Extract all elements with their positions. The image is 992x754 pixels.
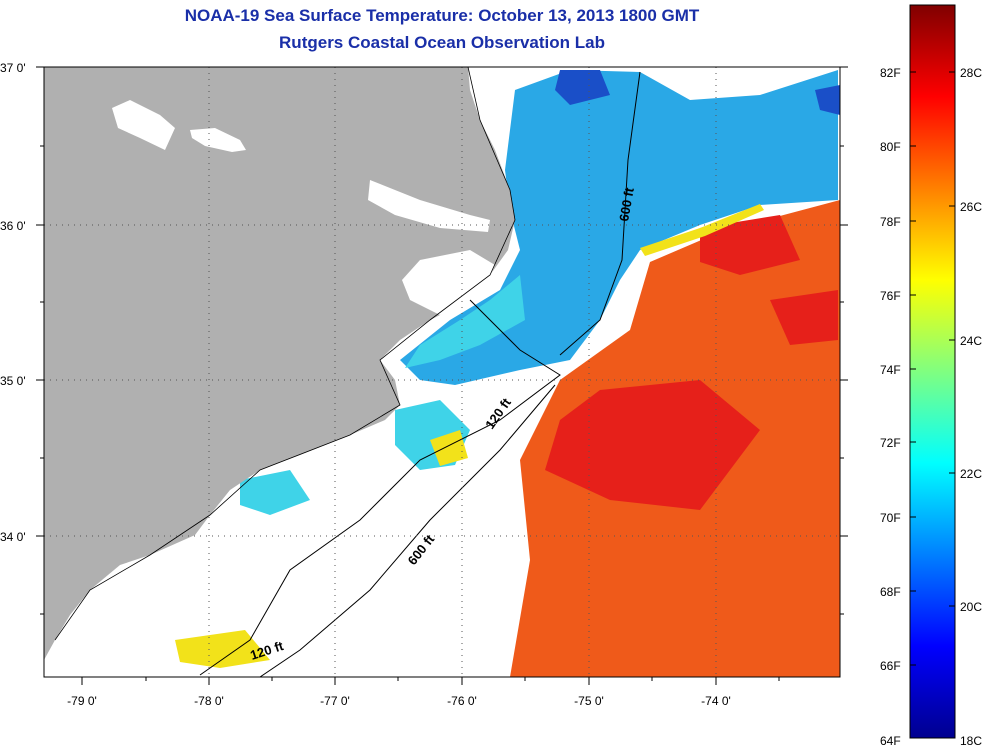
shelf-water-nearshore <box>405 275 525 368</box>
nearshore-patch-onslow <box>240 470 310 515</box>
contour-120ft <box>199 299 561 676</box>
contour-600ft-north <box>559 71 641 356</box>
hot-patch-north <box>700 215 800 275</box>
contour-label-600ft-north: 600 ft <box>616 186 637 223</box>
f-label-68: 68F <box>880 585 901 599</box>
warm-patch-southwest <box>175 630 270 668</box>
map-subtitle: Rutgers Coastal Ocean Observation Lab <box>279 33 605 52</box>
f-label-66: 66F <box>880 659 901 673</box>
c-label-24: 24C <box>960 334 982 348</box>
c-label-22: 22C <box>960 467 982 481</box>
albemarle-sound <box>368 180 490 232</box>
f-label-76: 76F <box>880 289 901 303</box>
f-label-72: 72F <box>880 436 901 450</box>
lon-label-77: -77 0' <box>320 694 350 708</box>
lat-label-35: 35 0' <box>0 374 26 388</box>
fahrenheit-scale: 82F 80F 78F 76F 74F 72F 70F 68F 66F 64F <box>880 66 901 748</box>
colorbar-gradient <box>909 4 956 739</box>
c-label-26: 26C <box>960 200 982 214</box>
warm-patch-cape-lookout <box>430 430 468 466</box>
lon-label-76: -76 0' <box>447 694 477 708</box>
map-title: NOAA-19 Sea Surface Temperature: October… <box>184 6 700 25</box>
cold-patch-east <box>815 85 840 115</box>
contour-600ft-south <box>259 384 556 677</box>
graticule <box>44 67 840 677</box>
hot-core-region <box>545 380 760 510</box>
axis-ticks <box>36 66 848 685</box>
temperature-colorbar: 82F 80F 78F 76F 74F 72F 70F 68F 66F 64F … <box>880 4 982 748</box>
gulf-stream-front <box>640 204 764 256</box>
c-label-18: 18C <box>960 734 982 748</box>
hot-patch-east <box>770 290 838 345</box>
lon-label-78: -78 0' <box>194 694 224 708</box>
f-label-82: 82F <box>880 66 901 80</box>
inland-river <box>190 128 246 152</box>
coastline-outline <box>54 67 516 641</box>
celsius-scale: 28C 26C 24C 22C 20C 18C <box>960 66 982 748</box>
c-label-28: 28C <box>960 66 982 80</box>
map-frame <box>43 66 841 678</box>
colorbar-ticks <box>910 71 955 666</box>
f-label-64: 64F <box>880 734 901 748</box>
cold-patch-north <box>555 70 610 105</box>
lon-label-75: -75 0' <box>574 694 604 708</box>
lat-label-36: 36 0' <box>0 219 26 233</box>
f-label-74: 74F <box>880 363 901 377</box>
lon-label-79: -79 0' <box>67 694 97 708</box>
f-label-80: 80F <box>880 140 901 154</box>
lon-label-74: -74 0' <box>701 694 731 708</box>
inland-lake <box>112 100 175 150</box>
f-label-70: 70F <box>880 511 901 525</box>
f-label-78: 78F <box>880 215 901 229</box>
pamlico-sound <box>402 250 495 315</box>
sst-map: 600 ft 120 ft 600 ft 120 ft 37 0' 36 0' … <box>0 61 848 708</box>
lat-label-37: 37 0' <box>0 61 26 75</box>
c-label-20: 20C <box>960 600 982 614</box>
lat-label-34: 34 0' <box>0 530 26 544</box>
